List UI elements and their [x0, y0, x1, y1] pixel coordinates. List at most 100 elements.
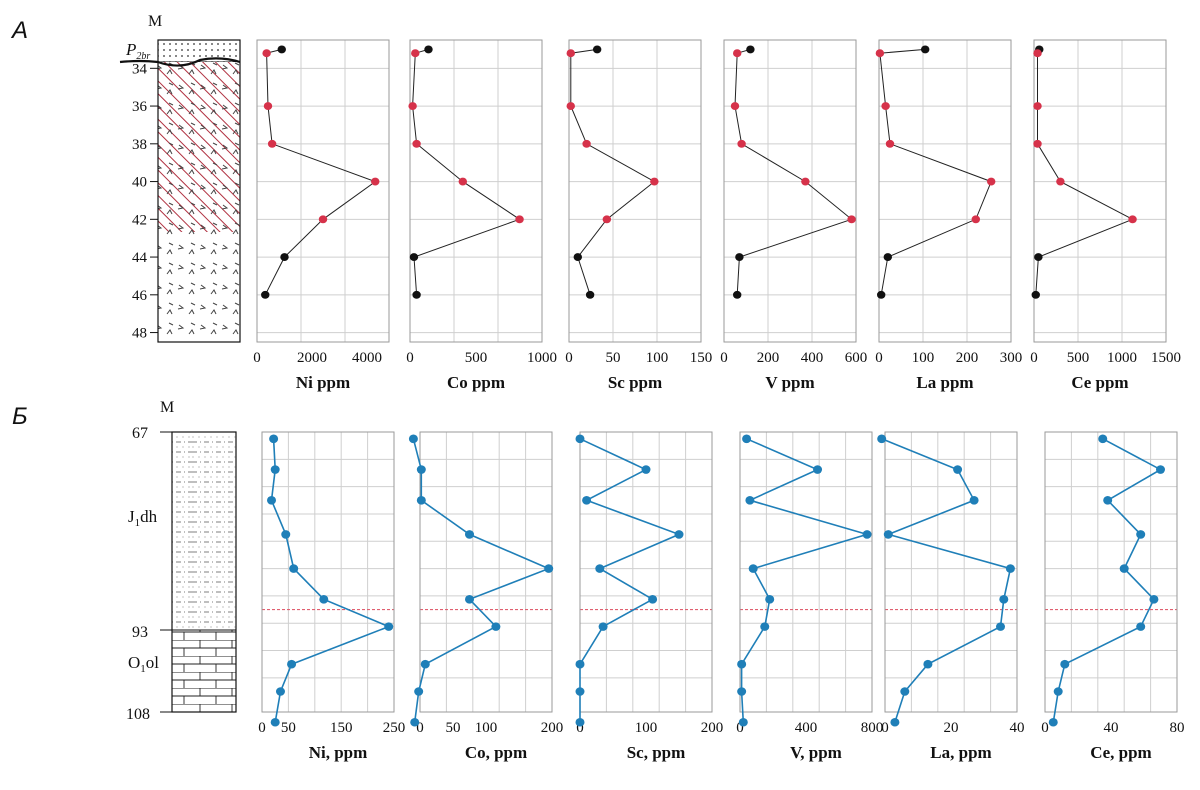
x-tick-label-150: 150 [690, 350, 713, 366]
data-point-sc-ppm-5 [602, 215, 612, 224]
x-tick-label-0: 0 [576, 720, 584, 736]
data-point-ni-ppm-6 [280, 253, 289, 262]
data-point-v-ppm-1 [813, 465, 823, 474]
series-line-v-ppm [734, 48, 853, 295]
data-point-ni-ppm-1 [270, 465, 280, 474]
data-point-ni-ppm-8 [275, 687, 285, 696]
depth-tick-label-44: 44 [132, 250, 148, 266]
panel-b-depth-contact: 93 [132, 624, 148, 641]
x-tick-label-1000: 1000 [527, 350, 557, 366]
data-point-la-ppm-3 [883, 530, 893, 539]
data-point-v-ppm-0 [742, 434, 752, 444]
plot-a-la-ppm: 0 100 200 300 La ppm [875, 39, 1023, 392]
x-tick-label-20: 20 [944, 720, 959, 736]
x-axis-label-sc-ppm: Sc, ppm [627, 743, 686, 762]
x-tick-label-1000: 1000 [1107, 350, 1137, 366]
x-axis-label-ce-ppm: Ce, ppm [1090, 743, 1151, 762]
x-axis-label-ce-ppm: Ce ppm [1071, 373, 1128, 392]
data-point-v-ppm-6 [760, 622, 770, 631]
data-point-co-ppm-3 [412, 139, 421, 148]
data-point-sc-ppm-0 [592, 45, 602, 54]
series-line-la-ppm [879, 48, 992, 295]
data-point-ni-ppm-6 [384, 622, 394, 631]
data-point-la-ppm-4 [1005, 564, 1015, 573]
x-tick-label-40: 40 [1104, 720, 1119, 736]
data-point-ni-ppm-2 [267, 496, 277, 505]
panel-b-depth-bottom: 108 [126, 706, 150, 723]
data-point-la-ppm-5 [971, 215, 980, 224]
data-point-la-ppm-1 [875, 49, 885, 58]
data-point-la-ppm-7 [877, 290, 886, 299]
data-point-sc-ppm-6 [573, 253, 582, 262]
plot-frame [1044, 431, 1178, 713]
data-point-v-ppm-4 [748, 564, 758, 573]
data-point-co-ppm-4 [458, 177, 467, 186]
data-point-v-ppm-4 [801, 177, 810, 186]
x-tick-label-0: 0 [1030, 350, 1038, 366]
x-tick-label-0: 0 [875, 350, 883, 366]
panel-b-limestone-layer [172, 630, 236, 712]
x-tick-label-0: 0 [565, 350, 573, 366]
plot-a-co-ppm: 0 500 1000 Co ppm [406, 39, 557, 392]
x-tick-label-500: 500 [465, 350, 488, 366]
series-line-co-ppm [412, 438, 551, 723]
data-point-ni-ppm-5 [318, 215, 328, 224]
plot-b-v-ppm: 0 400 800 V, ppm [736, 431, 883, 762]
data-point-la-ppm-8 [900, 687, 910, 696]
data-point-sc-ppm-2 [582, 496, 592, 505]
data-point-sc-ppm-1 [641, 465, 651, 474]
x-tick-label-0: 0 [736, 720, 744, 736]
data-point-la-ppm-2 [969, 496, 979, 505]
panel-a-formation-label: P2br [125, 40, 150, 62]
data-point-ni-ppm-4 [371, 177, 380, 186]
data-point-ce-ppm-0 [1098, 434, 1108, 444]
data-point-sc-ppm-0 [575, 434, 585, 444]
x-axis-label-la-ppm: La, ppm [930, 743, 991, 762]
x-axis-label-ni-ppm: Ni ppm [296, 373, 350, 392]
data-point-la-ppm-0 [877, 434, 887, 444]
x-tick-label-400: 400 [801, 350, 824, 366]
plot-b-ce-ppm: 0 40 80 Ce, ppm [1041, 431, 1185, 762]
plot-a-v-ppm: 0 200 400 600 V ppm [720, 39, 867, 392]
panel-a-unconformity-line [119, 57, 241, 67]
data-point-ni-ppm-2 [263, 102, 273, 111]
panel-a-depth-unit: М [148, 13, 162, 30]
data-point-ce-ppm-9 [1048, 717, 1058, 727]
x-tick-label-300: 300 [1000, 350, 1023, 366]
data-point-ce-ppm-4 [1119, 564, 1129, 573]
data-point-co-ppm-7 [420, 659, 430, 669]
data-point-co-ppm-6 [491, 622, 501, 631]
data-point-v-ppm-3 [737, 139, 746, 148]
series-line-ni-ppm [270, 438, 391, 723]
depth-tick-label-34: 34 [132, 61, 148, 77]
panel-b-depth-top: 67 [132, 425, 148, 442]
data-point-co-ppm-0 [408, 434, 418, 444]
data-point-v-ppm-5 [847, 215, 856, 224]
plot-a-ce-ppm: 0 500 1000 1500 Ce ppm [1030, 39, 1181, 392]
x-tick-label-1500: 1500 [1151, 350, 1181, 366]
plot-frame [261, 431, 395, 713]
panel-a-column-frame [157, 39, 241, 343]
depth-tick-label-40: 40 [132, 175, 147, 191]
plot-frame [409, 39, 543, 343]
data-point-co-ppm-4 [544, 564, 554, 573]
x-axis-label-v-ppm: V ppm [765, 373, 814, 392]
depth-tick-label-48: 48 [132, 326, 147, 342]
plot-frame [739, 431, 873, 713]
x-tick-label-100: 100 [635, 720, 658, 736]
data-point-sc-ppm-1 [566, 49, 575, 58]
data-point-ni-ppm-0 [269, 434, 279, 444]
series-line-co-ppm [412, 48, 521, 295]
plot-b-co-ppm: 0 50 100 200 Co, ppm [408, 431, 563, 762]
panel-label-a: А [10, 17, 28, 44]
x-tick-label-50: 50 [446, 720, 461, 736]
data-point-ce-ppm-6 [1136, 622, 1146, 631]
x-tick-label-0: 0 [720, 350, 728, 366]
panel-b-siltstone-layer [172, 432, 236, 630]
data-point-co-ppm-8 [414, 687, 424, 696]
data-point-co-ppm-5 [465, 595, 474, 604]
data-point-co-ppm-6 [409, 253, 419, 262]
data-point-sc-ppm-4 [650, 177, 659, 186]
